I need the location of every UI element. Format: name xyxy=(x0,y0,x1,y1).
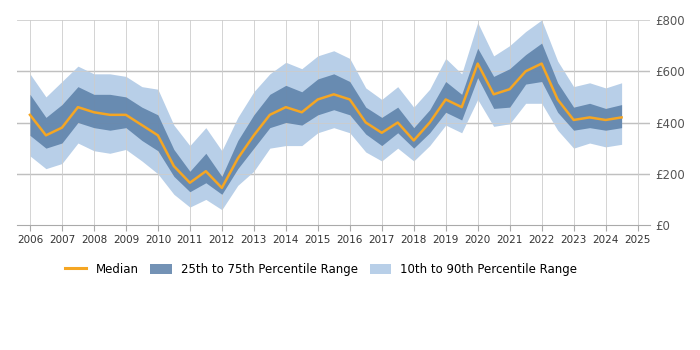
Legend: Median, 25th to 75th Percentile Range, 10th to 90th Percentile Range: Median, 25th to 75th Percentile Range, 1… xyxy=(60,258,582,281)
